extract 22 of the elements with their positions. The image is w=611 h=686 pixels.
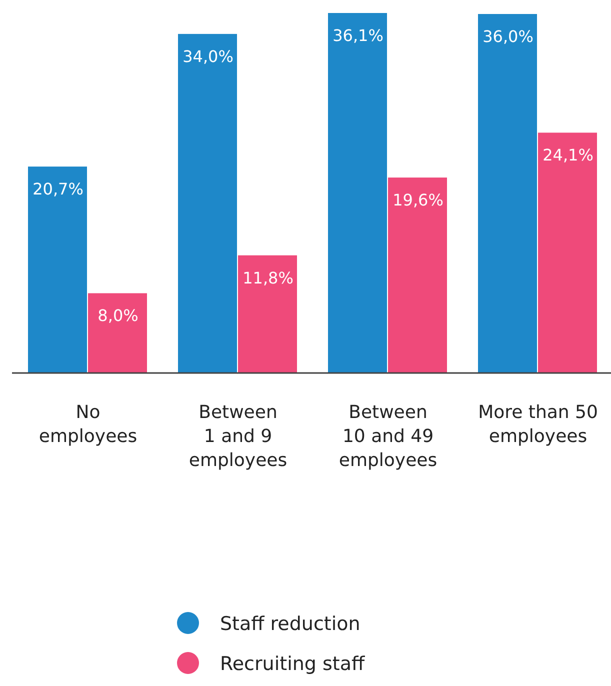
x-tick-label: Between 1 and 9 employees: [188, 402, 288, 471]
data-label: 11,8%: [242, 268, 294, 288]
legend-label: Recruiting staff: [220, 653, 366, 675]
legend-label: Staff reduction: [220, 613, 360, 635]
bar: [88, 293, 147, 373]
x-tick-label: More than 50 employees: [478, 402, 598, 447]
data-label: 36,0%: [482, 26, 534, 46]
bar: [238, 255, 297, 373]
data-label: 34,0%: [182, 46, 234, 66]
data-label: 19,6%: [392, 190, 444, 210]
bar: [178, 34, 237, 373]
data-label: 20,7%: [32, 180, 84, 199]
bar: [388, 178, 447, 373]
bar: [28, 166, 87, 373]
data-label: 8,0%: [98, 306, 138, 326]
bar: [538, 132, 597, 373]
bar: [478, 14, 537, 373]
data-label: 36,1%: [332, 26, 384, 45]
x-tick-label: Between 10 and 49 employees: [338, 402, 438, 471]
x-tick-label: No employees: [38, 402, 138, 447]
data-label: 24,1%: [542, 146, 594, 165]
bar: [328, 13, 387, 373]
